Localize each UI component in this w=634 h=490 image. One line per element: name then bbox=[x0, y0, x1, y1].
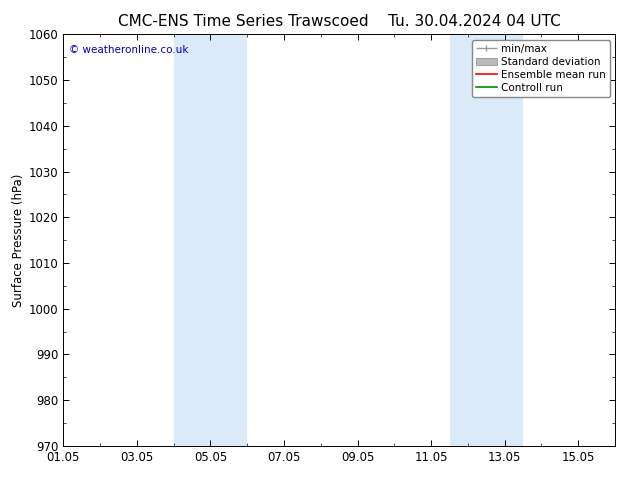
Y-axis label: Surface Pressure (hPa): Surface Pressure (hPa) bbox=[11, 173, 25, 307]
Text: © weatheronline.co.uk: © weatheronline.co.uk bbox=[69, 45, 188, 54]
Title: CMC-ENS Time Series Trawscoed    Tu. 30.04.2024 04 UTC: CMC-ENS Time Series Trawscoed Tu. 30.04.… bbox=[118, 14, 560, 29]
Legend: min/max, Standard deviation, Ensemble mean run, Controll run: min/max, Standard deviation, Ensemble me… bbox=[472, 40, 610, 97]
Bar bbox=[174, 34, 247, 446]
Bar bbox=[450, 34, 523, 446]
